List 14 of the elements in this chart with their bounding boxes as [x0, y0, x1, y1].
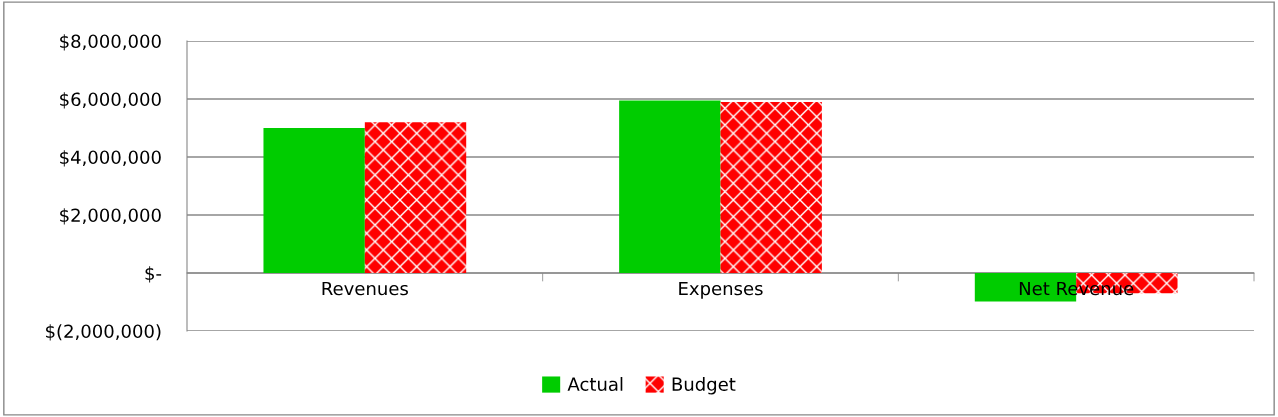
bar [364, 122, 467, 273]
x-tick-label: Expenses [679, 281, 763, 299]
legend-label: Actual [567, 377, 623, 391]
bar [263, 128, 365, 273]
y-tick-label: $8,000,000 [60, 34, 161, 51]
y-tick-label: $2,000,000 [60, 208, 161, 225]
x-tick-label: Revenues [322, 281, 408, 296]
legend-label: Budget [672, 377, 736, 395]
y-tick-label: $4,000,000 [60, 150, 161, 167]
y-tick-label: $6,000,000 [60, 92, 161, 109]
bar [619, 100, 721, 273]
y-tick-label: $- [145, 266, 162, 283]
bar [720, 101, 822, 273]
y-tick-label: $(2,000,000) [46, 324, 161, 341]
